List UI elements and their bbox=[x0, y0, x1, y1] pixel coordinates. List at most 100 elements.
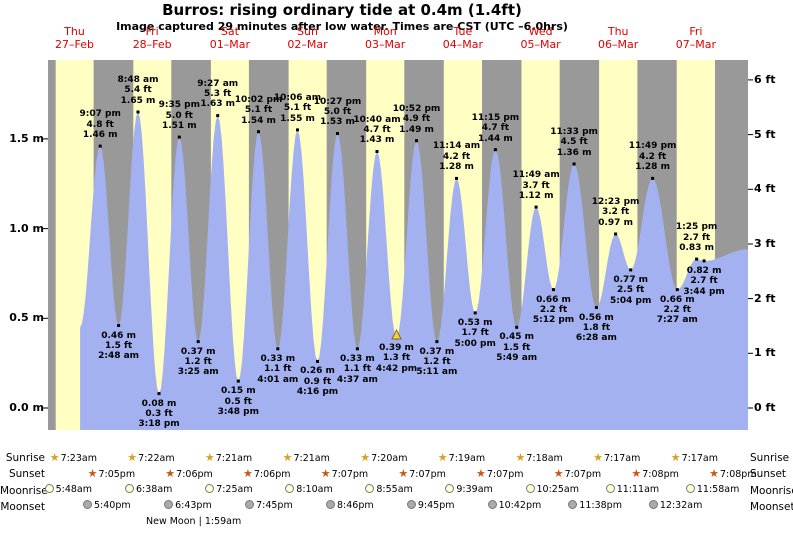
tide-point-dot bbox=[695, 257, 699, 261]
day-label: Mon 03–Mar bbox=[365, 25, 406, 51]
tide-event-label: 11:49 pm 4.2 ft 1.28 m bbox=[628, 141, 677, 173]
tide-event-label: 10:40 am 4.7 ft 1.43 m bbox=[353, 114, 401, 146]
tide-event-label: 0.37 m 1.2 ft 5:11 am bbox=[416, 346, 458, 378]
moonset-entry: 10:42pm bbox=[487, 500, 541, 511]
moonrise-entry: 11:11am bbox=[605, 484, 660, 495]
sunrise-icon: ★ bbox=[360, 451, 371, 464]
astro-row-sunset: Sunset Sunset ★7:05pm ★7:06pm ★7:06pm ★7:07pm… bbox=[0, 467, 793, 482]
sunset-icon: ★ bbox=[553, 467, 564, 480]
tide-point-dot bbox=[493, 148, 497, 152]
axis-label-ft: 1 ft bbox=[754, 346, 776, 360]
moonset-icon bbox=[648, 500, 658, 509]
moonrise-label-right: Moonrise bbox=[750, 485, 793, 497]
tide-point-dot bbox=[196, 340, 200, 344]
sunset-entry: ★7:08pm bbox=[631, 467, 679, 480]
tide-point-dot bbox=[157, 392, 161, 396]
moonrise-entry: 8:55am bbox=[365, 484, 413, 495]
tide-point-dot bbox=[515, 325, 519, 329]
sunrise-time: 7:20am bbox=[371, 453, 408, 464]
tide-event-label: 9:07 pm 4.8 ft 1.46 m bbox=[79, 109, 121, 140]
sunrise-icon: ★ bbox=[670, 451, 681, 464]
moonset-icon bbox=[83, 500, 92, 509]
sunset-icon: ★ bbox=[398, 467, 409, 480]
sunset-time: 7:06pm bbox=[176, 469, 213, 480]
sunrise-label-right: Sunrise bbox=[750, 452, 790, 464]
sunset-label-left: Sunset bbox=[8, 468, 45, 480]
tide-event-label: 8:48 am 5.4 ft 1.65 m bbox=[117, 75, 159, 106]
tide-event-label: 0.33 m 1.1 ft 4:37 am bbox=[336, 353, 378, 385]
sunrise-time: 7:21am bbox=[293, 453, 330, 464]
tide-event-label: 11:33 pm 4.5 ft 1.36 m bbox=[550, 127, 598, 158]
moonrise-icon bbox=[605, 484, 615, 493]
sunrise-entry: ★7:21am bbox=[205, 451, 252, 464]
tide-event-label: 1:25 pm 2.7 ft 0.83 m bbox=[675, 222, 718, 253]
moonset-icon bbox=[326, 500, 335, 509]
sunset-time: 7:05pm bbox=[98, 469, 136, 480]
day-label: Sat 01–Mar bbox=[209, 25, 251, 51]
moonset-label-left: Moonset bbox=[0, 501, 45, 513]
astro-row-sunrise: Sunrise Sunrise ★7:23am ★7:22am ★7:21am ★7:21… bbox=[0, 451, 793, 466]
moonrise-icon bbox=[285, 484, 295, 493]
moonset-entry: 6:43pm bbox=[164, 500, 212, 511]
tide-point-dot bbox=[455, 176, 458, 180]
tide-point-dot bbox=[355, 347, 359, 351]
moonrise-label-left: Moonrise bbox=[0, 485, 48, 497]
axis-label-m: 1.5 m bbox=[9, 131, 44, 145]
moonrise-icon bbox=[445, 484, 455, 493]
moonset-entry: 11:38pm bbox=[568, 500, 622, 511]
moonrise-icon bbox=[44, 484, 54, 493]
tide-point-dot bbox=[296, 128, 299, 132]
sunrise-time: 7:21am bbox=[215, 453, 253, 464]
tide-event-label: 0.56 m 1.8 ft 6:28 am bbox=[575, 312, 617, 344]
moonrise-time: 10:25am bbox=[536, 484, 579, 495]
sunrise-label-left: Sunrise bbox=[5, 452, 45, 464]
sunset-time: 7:06pm bbox=[253, 469, 291, 480]
moonset-label-right: Moonset bbox=[750, 501, 793, 513]
moonrise-time: 11:11am bbox=[616, 484, 660, 495]
moonrise-icon bbox=[365, 484, 375, 493]
axis-label-ft: 0 ft bbox=[754, 401, 776, 414]
tide-point-dot bbox=[629, 268, 633, 272]
moonrise-entry: 11:58am bbox=[685, 484, 739, 495]
axis-label-ft: 3 ft bbox=[754, 237, 776, 250]
axis-label-ft: 6 ft bbox=[754, 72, 776, 86]
sunrise-icon: ★ bbox=[593, 451, 603, 464]
tide-event-label: 11:49 am 3.7 ft 1.12 m bbox=[512, 170, 560, 201]
axis-label-m: 0.0 m bbox=[9, 401, 44, 414]
moonset-time: 6:43pm bbox=[175, 500, 212, 511]
moonset-time: 5:40pm bbox=[94, 500, 131, 511]
sunrise-time: 7:17am bbox=[603, 453, 641, 464]
tide-event-label: 10:02 pm 5.1 ft 1.54 m bbox=[234, 94, 283, 126]
sunrise-entry: ★7:17am bbox=[593, 451, 640, 464]
astro-row-moonset: Moonset Moonset 5:40pm 6:43pm 7:45pm 8:46pm 9:… bbox=[0, 500, 793, 515]
sunset-time: 7:08pm bbox=[642, 469, 679, 480]
moonset-time: 9:45pm bbox=[417, 500, 455, 511]
sunset-entry: ★7:07pm bbox=[321, 467, 369, 480]
tide-point-dot bbox=[98, 144, 102, 148]
sunrise-time: 7:22am bbox=[138, 453, 175, 464]
day-label: Fri 28–Feb bbox=[132, 25, 172, 51]
sunrise-entry: ★7:23am bbox=[50, 451, 97, 464]
moonset-icon bbox=[487, 500, 497, 509]
moonset-time: 8:46pm bbox=[337, 500, 374, 511]
tide-point-dot bbox=[136, 110, 140, 114]
moonset-icon bbox=[406, 500, 416, 509]
moonrise-icon bbox=[125, 484, 134, 493]
tide-point-dot bbox=[336, 132, 339, 135]
tide-event-label: 0.45 m 1.5 ft 5:49 am bbox=[496, 332, 538, 364]
tide-point-dot bbox=[594, 306, 598, 309]
tide-event-label: 9:27 am 5.3 ft 1.63 m bbox=[197, 78, 239, 110]
sunrise-icon: ★ bbox=[437, 451, 448, 464]
sunset-time: 7:07pm bbox=[564, 469, 602, 480]
axis-label-m: 0.5 m bbox=[9, 311, 44, 325]
day-label: Wed 05–Mar bbox=[520, 25, 561, 51]
sunrise-time: 7:18am bbox=[526, 453, 563, 464]
chart-subtitle: Image captured 29 minutes after low wate… bbox=[116, 20, 568, 33]
moonrise-time: 6:38am bbox=[136, 484, 173, 495]
sunrise-icon: ★ bbox=[282, 451, 293, 464]
axis-label-ft: 2 ft bbox=[754, 291, 776, 305]
day-label: Fri 07–Mar bbox=[675, 25, 717, 51]
sunset-icon: ★ bbox=[320, 467, 331, 480]
